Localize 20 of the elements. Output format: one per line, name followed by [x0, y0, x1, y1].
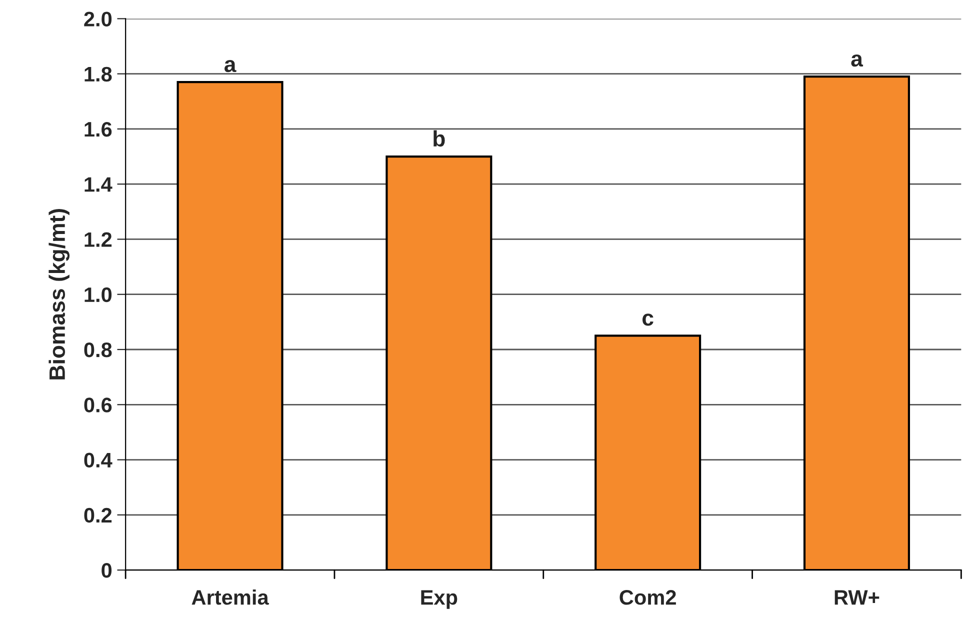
annotation: b — [434, 130, 445, 147]
annotation: c — [642, 314, 654, 326]
y-tick-label: 0.4 — [84, 452, 112, 468]
y-tick-label: 1.0 — [84, 287, 112, 302]
y-tick-label: 0.2 — [84, 508, 112, 523]
y-tick-label: 2.0 — [84, 12, 112, 26]
y-tick-label: 0.6 — [84, 398, 112, 412]
annotation: a — [224, 60, 236, 72]
x-tick-label: Com2 — [620, 590, 676, 605]
y-tick-label: 0.8 — [84, 342, 112, 358]
x-tick-label: Exp — [421, 590, 458, 609]
y-tick-label: 1.6 — [84, 122, 112, 137]
x-tick-label: RW+ — [834, 590, 880, 605]
y-axis-title: Biomass (kg/mt) — [48, 209, 70, 380]
y-tick-label: 1.8 — [84, 66, 112, 82]
y-tick-label: 1.2 — [84, 232, 112, 247]
y-tick-label: 1.4 — [84, 177, 112, 192]
annotation: a — [851, 54, 864, 67]
x-tick-label: Artemia — [192, 589, 269, 605]
y-tick-label: 0 — [102, 563, 112, 578]
